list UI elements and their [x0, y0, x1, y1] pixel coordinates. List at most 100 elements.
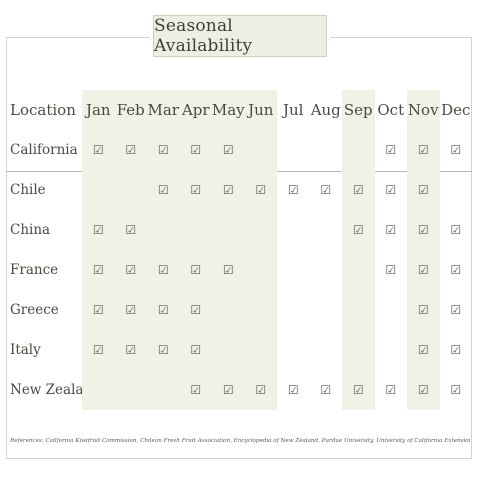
- month-header-oct: Oct: [377, 101, 405, 119]
- checkbox-icon: ☑: [157, 343, 169, 357]
- availability-cell: ☑: [82, 250, 115, 290]
- availability-cell: ☑: [114, 330, 147, 370]
- title-wrapper: Seasonal Availability: [150, 12, 330, 60]
- availability-cell: ☑: [212, 250, 245, 290]
- availability-cell: [212, 290, 245, 330]
- availability-cell: ☑: [375, 130, 408, 170]
- availability-cell: ☑: [82, 330, 115, 370]
- availability-cell: [342, 290, 375, 330]
- availability-cell: ☑: [407, 130, 440, 170]
- availability-cell: ☑: [342, 210, 375, 250]
- checkbox-icon: ☑: [190, 183, 202, 197]
- checkbox-icon: ☑: [417, 263, 429, 277]
- availability-cell: [82, 370, 115, 410]
- availability-cell: ☑: [244, 370, 277, 410]
- availability-cell: [212, 330, 245, 370]
- location-label: Italy: [10, 342, 41, 358]
- availability-cell: ☑: [114, 130, 147, 170]
- checkbox-icon: ☑: [450, 143, 462, 157]
- checkbox-icon: ☑: [417, 143, 429, 157]
- references-note: References: California Kiwifruit Commiss…: [10, 438, 470, 444]
- availability-cell: ☑: [179, 330, 212, 370]
- availability-cell: ☑: [440, 210, 473, 250]
- availability-cell: [375, 330, 408, 370]
- checkbox-icon: ☑: [92, 143, 104, 157]
- availability-cell: ☑: [440, 250, 473, 290]
- availability-cell: ☑: [212, 370, 245, 410]
- availability-cell: ☑: [375, 210, 408, 250]
- availability-cell: ☑: [82, 210, 115, 250]
- availability-cell: ☑: [212, 170, 245, 210]
- availability-cell: ☑: [147, 330, 180, 370]
- availability-cell: [277, 130, 310, 170]
- availability-cell: ☑: [440, 290, 473, 330]
- checkbox-icon: ☑: [190, 383, 202, 397]
- availability-cell: [310, 290, 343, 330]
- availability-cell: ☑: [114, 290, 147, 330]
- checkbox-icon: ☑: [417, 383, 429, 397]
- availability-cell: ☑: [147, 130, 180, 170]
- checkbox-icon: ☑: [450, 223, 462, 237]
- location-column-header: Location: [10, 101, 76, 119]
- title-box: Seasonal Availability: [153, 15, 327, 57]
- availability-cell: [147, 370, 180, 410]
- checkbox-icon: ☑: [190, 343, 202, 357]
- availability-cell: [310, 250, 343, 290]
- availability-cell: ☑: [310, 170, 343, 210]
- availability-table: Location Jan Feb Mar Apr May Jun Jul Aug Sep Oct N…: [6, 90, 472, 410]
- checkbox-icon: ☑: [157, 303, 169, 317]
- checkbox-icon: ☑: [190, 143, 202, 157]
- checkbox-icon: ☑: [255, 383, 267, 397]
- availability-cell: ☑: [179, 130, 212, 170]
- checkbox-icon: ☑: [125, 263, 137, 277]
- location-label: China: [10, 222, 51, 238]
- availability-cell: ☑: [82, 130, 115, 170]
- checkbox-icon: ☑: [157, 183, 169, 197]
- checkbox-icon: ☑: [385, 383, 397, 397]
- checkbox-icon: ☑: [157, 263, 169, 277]
- availability-cell: [310, 330, 343, 370]
- availability-cell: ☑: [407, 210, 440, 250]
- checkbox-icon: ☑: [287, 383, 299, 397]
- availability-cell: [277, 330, 310, 370]
- availability-cell: [244, 290, 277, 330]
- location-label: France: [10, 262, 59, 278]
- checkbox-icon: ☑: [222, 263, 234, 277]
- checkbox-icon: ☑: [287, 183, 299, 197]
- availability-cell: ☑: [212, 130, 245, 170]
- availability-cell: [179, 210, 212, 250]
- checkbox-icon: ☑: [385, 263, 397, 277]
- availability-cell: ☑: [407, 370, 440, 410]
- availability-cell: [375, 290, 408, 330]
- availability-cell: [244, 130, 277, 170]
- checkbox-icon: ☑: [450, 343, 462, 357]
- availability-cell: ☑: [342, 370, 375, 410]
- table-row: China ☑ ☑ ☑ ☑ ☑ ☑: [6, 210, 472, 250]
- checkbox-icon: ☑: [92, 343, 104, 357]
- table-row: Chile ☑ ☑ ☑ ☑ ☑ ☑ ☑ ☑ ☑: [6, 170, 472, 210]
- availability-cell: ☑: [407, 290, 440, 330]
- availability-cell: ☑: [407, 250, 440, 290]
- checkbox-icon: ☑: [450, 303, 462, 317]
- checkbox-icon: ☑: [125, 143, 137, 157]
- availability-cell: ☑: [407, 170, 440, 210]
- checkbox-icon: ☑: [352, 223, 364, 237]
- checkbox-icon: ☑: [125, 223, 137, 237]
- table-row: Greece ☑ ☑ ☑ ☑ ☑ ☑: [6, 290, 472, 330]
- availability-cell: ☑: [440, 370, 473, 410]
- availability-cell: ☑: [147, 170, 180, 210]
- availability-cell: ☑: [375, 170, 408, 210]
- checkbox-icon: ☑: [320, 183, 332, 197]
- availability-cell: ☑: [440, 330, 473, 370]
- checkbox-icon: ☑: [417, 183, 429, 197]
- availability-cell: ☑: [179, 170, 212, 210]
- availability-cell: ☑: [407, 330, 440, 370]
- month-header-dec: Dec: [441, 101, 471, 119]
- checkbox-icon: ☑: [385, 223, 397, 237]
- checkbox-icon: ☑: [352, 183, 364, 197]
- availability-cell: ☑: [179, 250, 212, 290]
- month-header-apr: Apr: [179, 90, 212, 130]
- availability-cell: [277, 290, 310, 330]
- checkbox-icon: ☑: [417, 223, 429, 237]
- month-header-jun: Jun: [244, 90, 277, 130]
